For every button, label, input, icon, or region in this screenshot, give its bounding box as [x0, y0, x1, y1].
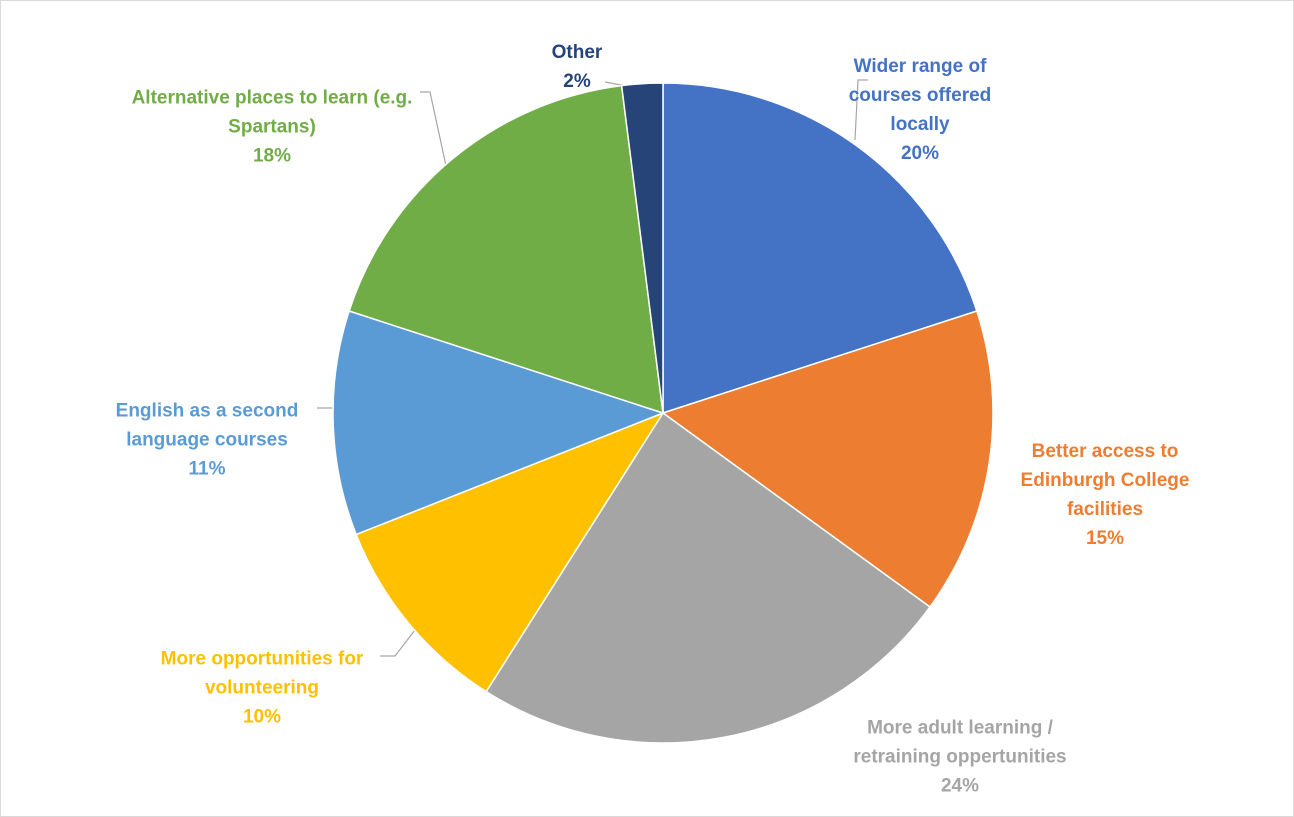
category-label: English as a second language courses: [115, 400, 299, 451]
pie-slice: [348, 84, 664, 415]
leader-line: [854, 79, 868, 141]
pie-slice: [661, 310, 994, 609]
slice-label: More adult learning / retraining oppertu…: [835, 714, 1085, 801]
category-label: More opportunities for volunteering: [160, 648, 364, 699]
category-label: Alternative places to learn (e.g. Sparta…: [131, 87, 413, 138]
pie-slice: [662, 82, 978, 415]
slice-label: Alternative places to learn (e.g. Sparta…: [112, 84, 432, 171]
value-label: 20%: [900, 143, 940, 164]
category-label: Wider range of courses offered locally: [848, 56, 992, 135]
pie-slice: [332, 310, 666, 536]
value-label: 18%: [252, 145, 292, 167]
slice-label: Wider range of courses offered locally 20…: [820, 52, 1020, 168]
slice-label: English as a second language courses 11%: [87, 397, 327, 484]
leader-line: [380, 629, 416, 657]
pie-slice: [620, 82, 664, 414]
leader-line: [420, 91, 449, 176]
slice-label: More opportunities for volunteering 10%: [142, 645, 382, 732]
value-label: 10%: [242, 706, 282, 728]
pie-slice: [485, 411, 932, 744]
slice-label: Other 2%: [537, 38, 617, 96]
pie-slice: [355, 411, 665, 693]
category-label: Better access to Edinburgh College facil…: [1020, 441, 1190, 520]
category-label: Other: [551, 42, 603, 63]
value-label: 24%: [940, 775, 980, 797]
value-label: 2%: [563, 71, 591, 92]
slice-label: Better access to Edinburgh College facil…: [1000, 437, 1210, 553]
category-label: More adult learning / retraining oppertu…: [853, 717, 1067, 768]
value-label: 15%: [1085, 528, 1125, 549]
value-label: 11%: [188, 458, 226, 480]
